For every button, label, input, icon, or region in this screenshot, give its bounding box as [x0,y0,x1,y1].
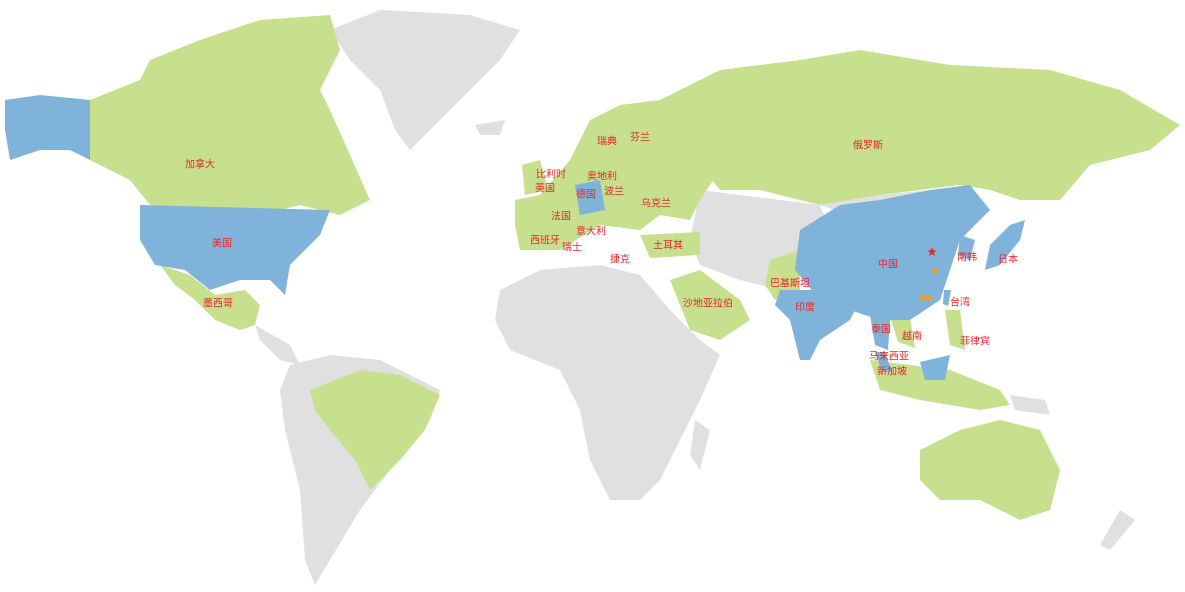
country-label[interactable]: 新加坡 [877,366,907,378]
region-central-asia[interactable] [690,190,830,290]
region-japan[interactable] [985,220,1025,270]
region-canada[interactable] [90,15,370,215]
region-png[interactable] [1010,395,1050,415]
country-label[interactable]: 瑞士 [562,242,582,254]
country-label[interactable]: 乌克兰 [641,198,671,210]
region-iceland[interactable] [475,120,505,135]
country-label[interactable]: 南韩 [957,252,977,264]
region-europe[interactable] [515,100,720,250]
region-mexico[interactable] [160,265,260,330]
region-saudi-arabia[interactable] [670,270,750,340]
country-label[interactable]: 越南 [902,331,922,343]
country-label[interactable]: 台湾 [950,297,970,309]
region-alaska[interactable] [5,95,90,160]
country-label[interactable]: 印度 [795,302,815,314]
region-philippines[interactable] [945,310,965,350]
region-korea[interactable] [958,235,975,260]
country-label[interactable]: 马来西亚 [869,351,909,363]
square-icon [920,295,926,301]
square-icon [926,295,932,301]
star-icon [927,247,937,256]
region-greenland[interactable] [330,10,520,150]
square-icon [932,268,938,274]
region-turkey[interactable] [640,232,700,258]
region-brazil[interactable] [310,370,440,490]
country-label[interactable]: 俄罗斯 [853,140,883,152]
country-label[interactable]: 波兰 [604,186,624,198]
country-label[interactable]: 比利时 [536,169,566,181]
country-label[interactable]: 土耳其 [653,240,683,252]
country-label[interactable]: 沙地亚拉伯 [683,298,733,310]
country-label[interactable]: 瑞典 [597,136,617,148]
country-label[interactable]: 美国 [212,238,232,250]
country-label[interactable]: 西班牙 [530,235,560,247]
region-new-zealand[interactable] [1100,510,1135,550]
region-central-america[interactable] [255,325,300,365]
region-australia[interactable] [920,420,1060,520]
country-label[interactable]: 芬兰 [630,132,650,144]
region-usa[interactable] [140,205,330,295]
region-africa[interactable] [495,265,720,500]
country-label[interactable]: 菲律宾 [960,336,990,348]
region-malaysia[interactable] [875,352,892,372]
region-thailand[interactable] [870,315,890,350]
region-madagascar[interactable] [690,420,710,470]
country-label[interactable]: 意大利 [576,226,606,238]
country-label[interactable]: 捷克 [610,254,630,266]
country-label[interactable]: 泰国 [871,324,891,336]
country-label[interactable]: 奥地利 [587,171,617,183]
country-label[interactable]: 中国 [878,259,898,271]
region-india[interactable] [775,290,860,360]
region-china[interactable] [795,185,990,320]
country-label[interactable]: 法国 [551,211,571,223]
country-label[interactable]: 巴基斯坦 [770,278,810,290]
country-label[interactable]: 日本 [998,254,1018,266]
region-borneo[interactable] [920,355,950,380]
region-indonesia[interactable] [870,360,1010,410]
region-russia[interactable] [660,50,1180,205]
country-label[interactable]: 英国 [535,183,555,195]
country-label[interactable]: 加拿大 [185,159,215,171]
country-label[interactable]: 墨西哥 [203,298,233,310]
region-germany[interactable] [575,180,605,215]
region-taiwan[interactable] [943,290,951,306]
region-uk[interactable] [522,160,548,195]
country-label[interactable]: 德国 [576,189,596,201]
region-pakistan[interactable] [765,250,800,300]
